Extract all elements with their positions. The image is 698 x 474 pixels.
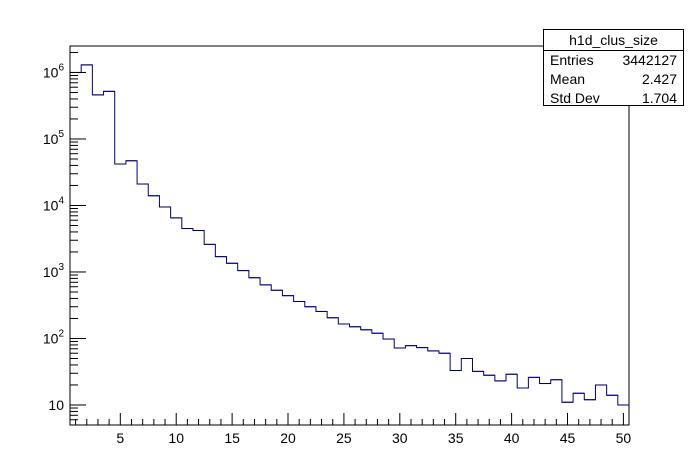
histogram-line [70,64,629,406]
stats-row-std-dev: Std Dev 1.704 [544,89,683,108]
x-tick-label: 20 [280,430,296,446]
stats-value: 2.427 [641,71,677,87]
stats-box: h1d_clus_size Entries 3442127 Mean 2.427… [543,29,684,106]
x-tick-label: 45 [560,430,576,446]
y-tick-label: 104 [43,195,65,213]
x-tick-label: 25 [336,430,352,446]
y-tick-label: 10 [48,397,64,413]
stats-row-mean: Mean 2.427 [544,70,683,89]
y-tick-label: 105 [43,129,65,147]
plot-frame [69,45,630,426]
stats-value: 1.704 [641,90,677,106]
stats-title: h1d_clus_size [544,30,683,51]
stats-label: Mean [550,71,586,87]
x-tick-label: 15 [224,430,240,446]
x-tick-label: 30 [392,430,408,446]
y-tick-label: 106 [43,62,65,80]
stats-row-entries: Entries 3442127 [544,51,683,70]
x-tick-label: 5 [116,430,124,446]
x-tick-label: 40 [504,430,520,446]
x-tick-label: 35 [448,430,464,446]
y-tick-label: 102 [43,328,65,346]
stats-value: 3442127 [622,52,677,68]
stats-label: Std Dev [550,90,600,106]
x-tick-label: 50 [616,430,632,446]
x-tick-label: 10 [168,430,184,446]
stats-label: Entries [550,52,594,68]
y-tick-label: 103 [43,262,65,280]
